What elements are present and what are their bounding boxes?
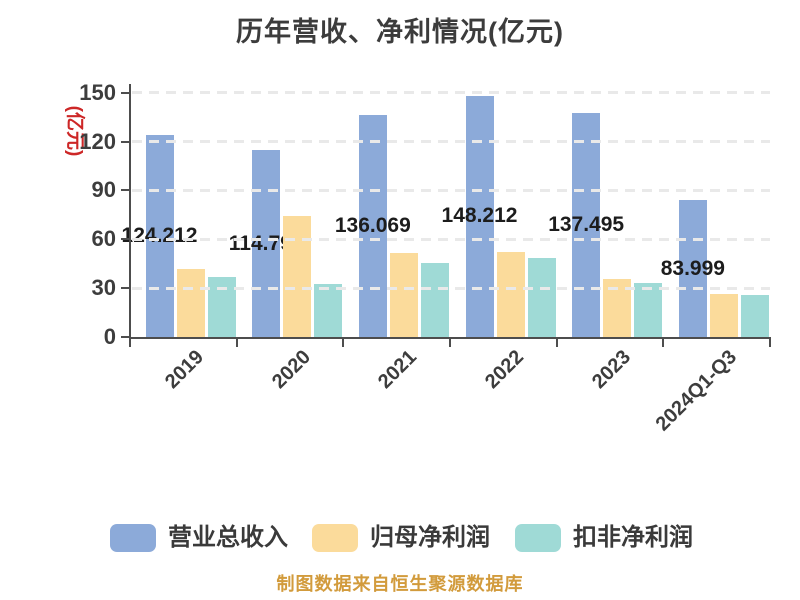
bar-扣非净利润-2023 xyxy=(634,282,663,337)
bar-扣非净利润-2019 xyxy=(207,276,236,337)
bar-扣非净利润-2022 xyxy=(527,258,556,337)
legend-label-revenue: 营业总收入 xyxy=(168,524,288,551)
bar-归母净利润-2021 xyxy=(389,252,418,337)
bar-扣非净利润-2024Q1-Q3 xyxy=(740,295,769,337)
legend-item-non-gaap: 扣非净利润 xyxy=(515,524,705,552)
bar-营业总收入-2023 xyxy=(572,113,601,337)
y-gridline xyxy=(132,237,770,241)
legend-swatch-net-profit xyxy=(312,524,358,552)
legend-item-net-profit: 归母净利润 xyxy=(312,524,502,552)
y-tick-mark xyxy=(121,91,130,94)
y-tick-label: 30 xyxy=(91,275,116,301)
x-tick-label-2020: 2020 xyxy=(267,346,315,394)
y-axis-line xyxy=(129,84,131,339)
bar-归母净利润-2024Q1-Q3 xyxy=(709,294,738,337)
chart-legend: 营业总收入 归母净利润 扣非净利润 xyxy=(0,524,800,554)
y-gridline xyxy=(132,188,770,192)
y-tick-mark xyxy=(121,238,130,241)
bar-扣非净利润-2020 xyxy=(314,283,343,337)
bar-扣非净利润-2021 xyxy=(420,262,449,337)
x-tick-mark xyxy=(769,339,771,347)
x-tick-label-2021: 2021 xyxy=(374,346,422,394)
x-tick-label-2022: 2022 xyxy=(480,346,528,394)
x-tick-mark xyxy=(449,339,451,347)
bar-营业总收入-2020 xyxy=(252,150,281,337)
y-gridline xyxy=(132,140,770,144)
x-tick-mark xyxy=(555,339,558,347)
bar-归母净利润-2022 xyxy=(496,252,525,337)
bar-归母净利润-2019 xyxy=(176,268,205,337)
x-axis-line xyxy=(129,337,771,339)
bar-value-label: 148.212 xyxy=(441,204,518,228)
y-tick-mark xyxy=(121,140,130,143)
legend-item-revenue: 营业总收入 xyxy=(110,524,300,552)
y-tick-mark xyxy=(121,189,130,192)
bar-归母净利润-2020 xyxy=(283,216,312,337)
bar-营业总收入-2024Q1-Q3 xyxy=(678,200,707,337)
chart-title: 历年营收、净利情况(亿元) xyxy=(236,17,564,47)
legend-label-non-gaap: 扣非净利润 xyxy=(573,524,693,551)
x-tick-mark xyxy=(129,339,131,347)
y-tick-mark xyxy=(121,336,130,338)
y-tick-label: 60 xyxy=(91,226,116,252)
x-tick-label-2019: 2019 xyxy=(160,346,208,394)
legend-label-net-profit: 归母净利润 xyxy=(370,524,490,551)
bar-营业总收入-2019 xyxy=(145,134,174,337)
legend-swatch-revenue xyxy=(110,524,156,552)
x-tick-mark xyxy=(235,339,238,347)
y-tick-mark xyxy=(121,287,130,290)
bar-营业总收入-2022 xyxy=(465,95,494,337)
x-tick-mark xyxy=(662,339,665,347)
bar-营业总收入-2021 xyxy=(358,115,387,337)
legend-swatch-non-gaap xyxy=(515,524,561,552)
bar-value-label: 83.999 xyxy=(660,256,725,280)
y-gridline xyxy=(132,91,770,95)
x-tick-mark xyxy=(342,339,345,347)
bar-value-label: 136.069 xyxy=(334,214,411,238)
y-tick-label: 90 xyxy=(91,177,116,203)
x-tick-label-2024Q1-Q3: 2024Q1-Q3 xyxy=(651,346,742,436)
y-tick-label: 150 xyxy=(79,79,116,105)
bar-value-label: 124.212 xyxy=(121,223,198,247)
y-tick-label: 0 xyxy=(103,324,116,349)
x-tick-label-2023: 2023 xyxy=(587,346,635,394)
bar-value-label: 137.495 xyxy=(548,213,625,237)
y-tick-label: 120 xyxy=(79,128,116,154)
data-source-footer: 制图数据来自恒生聚源数据库 xyxy=(276,574,524,594)
y-gridline xyxy=(132,286,770,290)
